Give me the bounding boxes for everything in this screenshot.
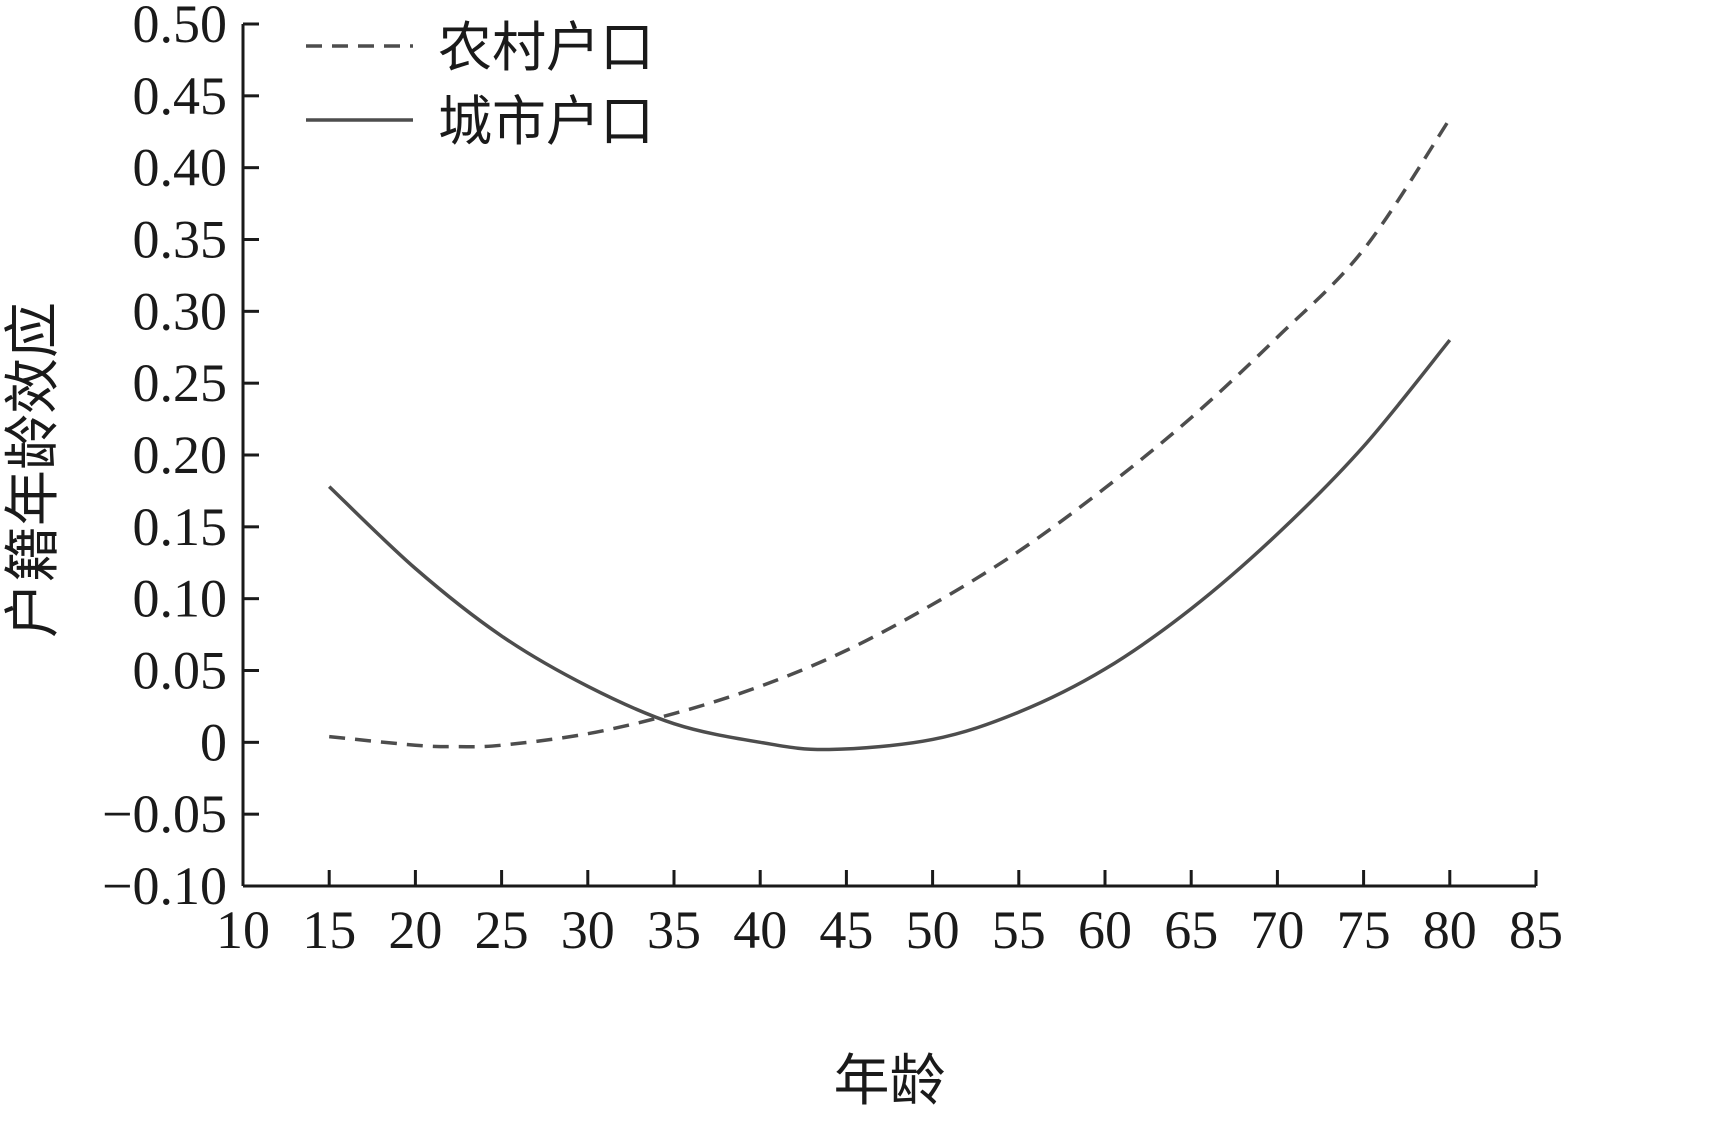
x-tick-label: 55: [992, 900, 1046, 960]
y-tick-label: −0.05: [102, 784, 227, 844]
x-tick-label: 70: [1250, 900, 1304, 960]
x-tick-label: 80: [1423, 900, 1477, 960]
x-tick-label: 40: [733, 900, 787, 960]
y-tick-label: 0.20: [133, 425, 228, 485]
legend-label: 农村户口: [438, 16, 654, 79]
ticks: −0.10 −0.05 0 0.05 0.10 0.15 0.20 0.25 0.30 0.35 0…: [102, 0, 1563, 960]
x-tick-label: 35: [647, 900, 701, 960]
legend-label: 城市户口: [438, 90, 654, 153]
x-tick-label: 30: [561, 900, 615, 960]
series-lines: [327, 117, 1452, 752]
axes: [241, 24, 1536, 888]
y-tick-label: 0.35: [133, 210, 228, 270]
y-tick-label: 0.40: [133, 138, 228, 198]
x-tick-label: 85: [1509, 900, 1563, 960]
x-tick-label: 60: [1078, 900, 1132, 960]
y-tick-label: 0.25: [133, 353, 228, 413]
x-tick-label: 50: [906, 900, 960, 960]
y-axis-title: 户籍年龄效应: [1, 302, 66, 638]
series-line-rural: [329, 117, 1452, 749]
x-tick-label: 15: [302, 900, 356, 960]
x-tick-label: 25: [475, 900, 529, 960]
y-tick-label: 0.50: [133, 0, 228, 54]
y-tick-label: 0.05: [133, 641, 228, 701]
x-tick-label: 75: [1337, 900, 1391, 960]
y-tick-label: 0.10: [133, 569, 228, 629]
x-tick-label: 65: [1164, 900, 1218, 960]
x-tick-label: 45: [819, 900, 873, 960]
y-tick-label: 0.30: [133, 281, 228, 341]
x-tick-label: 20: [388, 900, 442, 960]
y-tick-label: 0.15: [133, 497, 228, 557]
x-axis-title: 年龄: [834, 1049, 946, 1114]
series-line-urban: [327, 338, 1452, 752]
x-tick-label: 10: [216, 900, 270, 960]
y-tick-label: 0: [200, 712, 227, 772]
y-tick-label: −0.10: [102, 856, 227, 916]
y-tick-label: 0.45: [133, 66, 228, 126]
